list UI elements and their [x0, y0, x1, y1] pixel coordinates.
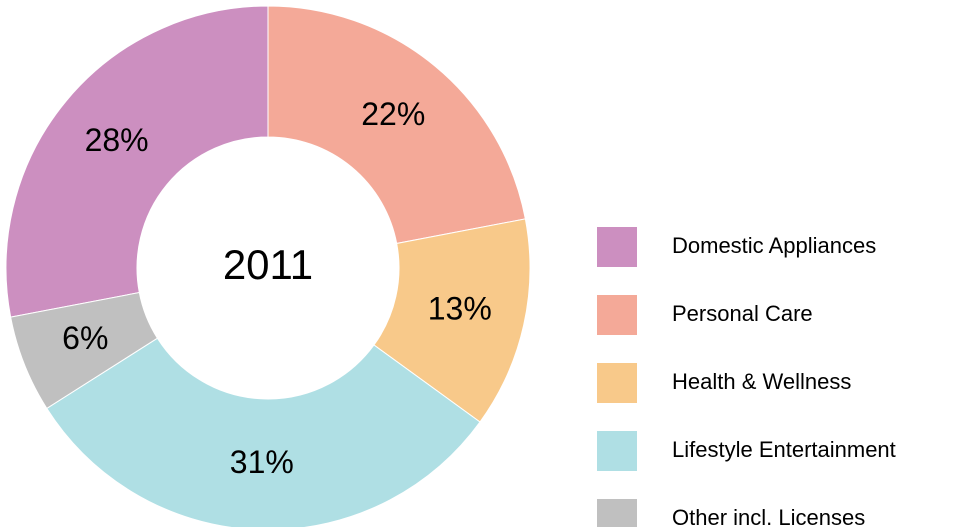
legend-swatch — [597, 499, 637, 527]
donut-slice — [5, 5, 269, 318]
legend-swatch — [597, 227, 637, 267]
donut-slice — [267, 5, 526, 245]
value-label: 22% — [361, 96, 425, 132]
value-label: 6% — [62, 320, 108, 356]
legend-label: Domestic Appliances — [672, 233, 876, 258]
center-label: 2011 — [223, 241, 313, 288]
value-label: 31% — [230, 444, 294, 480]
legend-label: Health & Wellness — [672, 369, 851, 394]
donut-slice — [10, 291, 159, 410]
legend-swatch — [597, 431, 637, 471]
legend-label: Personal Care — [672, 301, 813, 326]
value-label: 28% — [85, 122, 149, 158]
value-label: 13% — [428, 290, 492, 326]
legend-label: Other incl. Licenses — [672, 505, 865, 527]
legend-label: Lifestyle Entertainment — [672, 437, 896, 462]
donut-slice — [46, 337, 481, 527]
legend-swatch — [597, 363, 637, 403]
legend-swatch — [597, 295, 637, 335]
